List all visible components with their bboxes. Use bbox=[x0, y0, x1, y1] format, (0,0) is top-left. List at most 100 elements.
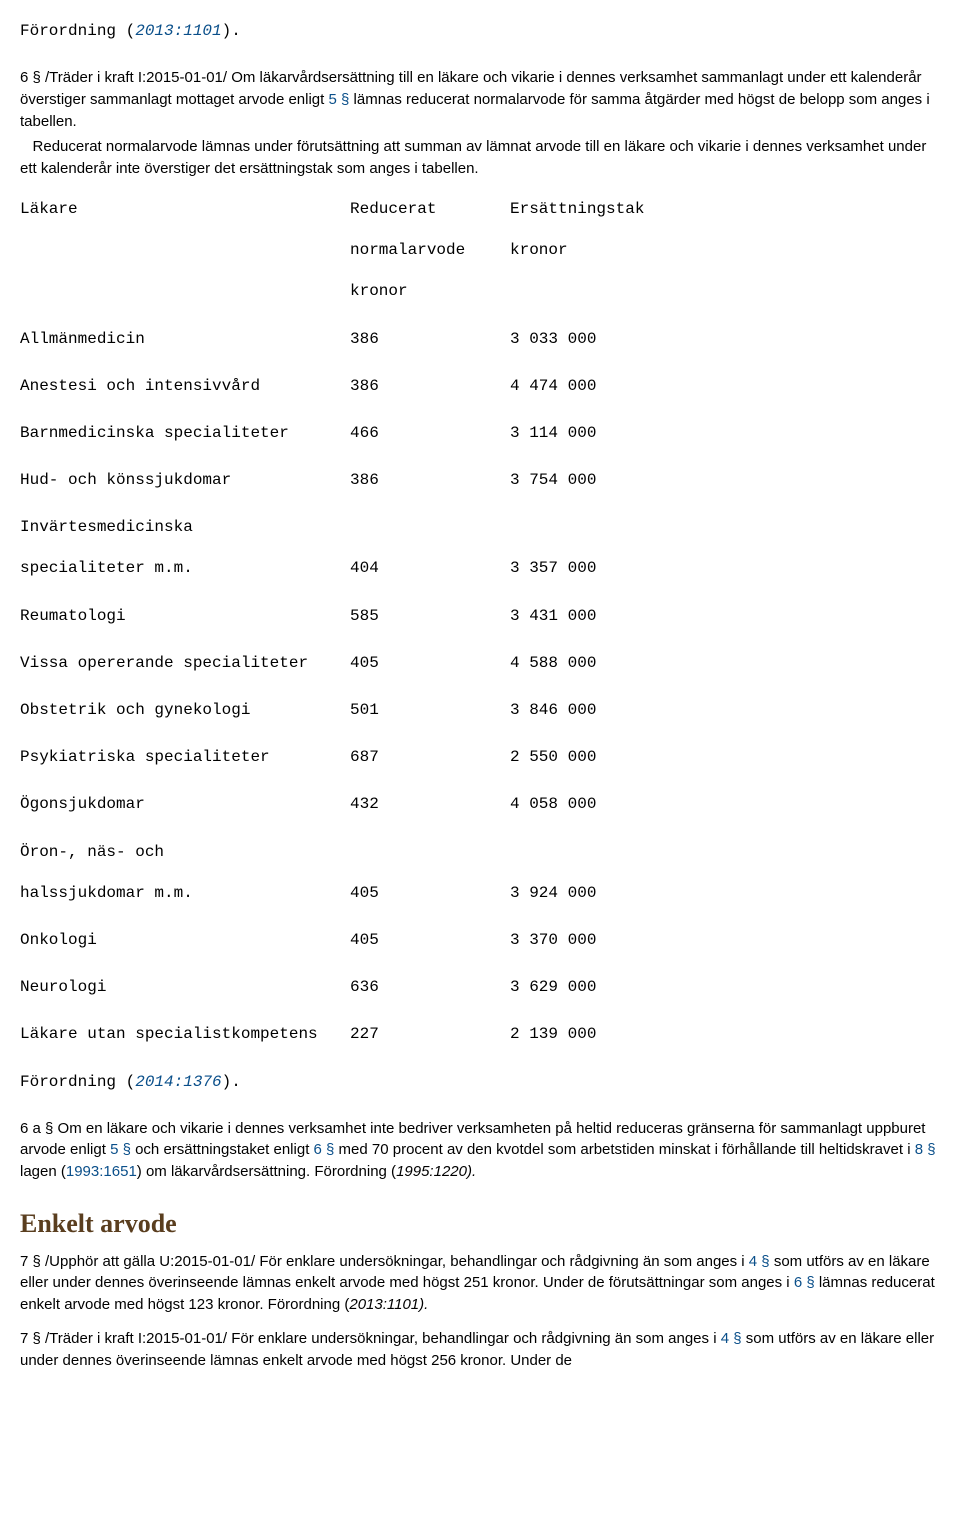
table-row: Neurologi 636 3 629 000 bbox=[20, 976, 940, 999]
p6a-link-8[interactable]: 8 § bbox=[915, 1141, 936, 1158]
table-row-split: Invärtesmedicinska bbox=[20, 516, 940, 539]
row-label: Allmänmedicin bbox=[20, 328, 350, 351]
arvode-table: Läkare Reducerat Ersättningstak normalar… bbox=[20, 198, 940, 1047]
row-tak: 3 924 000 bbox=[510, 882, 940, 905]
th-reducerat: Reducerat bbox=[350, 198, 510, 221]
row-tak: 3 033 000 bbox=[510, 328, 940, 351]
p7a-text-d: ). bbox=[419, 1296, 428, 1313]
paragraph-6-cont: Reducerat normalarvode lämnas under föru… bbox=[20, 136, 940, 180]
row-label: Ögonsjukdomar bbox=[20, 793, 350, 816]
para6-link-5[interactable]: 5 § bbox=[329, 91, 350, 108]
p6a-link-5[interactable]: 5 § bbox=[110, 1141, 131, 1158]
table-row: Allmänmedicin 386 3 033 000 bbox=[20, 328, 940, 351]
row-reducerat: 386 bbox=[350, 469, 510, 492]
row-reducerat: 432 bbox=[350, 793, 510, 816]
row-reducerat: 687 bbox=[350, 746, 510, 769]
p6a-text-c: med 70 procent av den kvotdel som arbets… bbox=[334, 1141, 914, 1158]
row-reducerat: 227 bbox=[350, 1023, 510, 1046]
table-row: Onkologi 405 3 370 000 bbox=[20, 929, 940, 952]
paragraph-7a: 7 § /Upphör att gälla U:2015-01-01/ För … bbox=[20, 1251, 940, 1316]
p6a-link-6[interactable]: 6 § bbox=[314, 1141, 335, 1158]
table-row: halssjukdomar m.m. 405 3 924 000 bbox=[20, 882, 940, 905]
p6a-text-f: ). bbox=[467, 1163, 476, 1180]
p6a-text-b: och ersättningstaket enligt bbox=[131, 1141, 314, 1158]
paragraph-6a: 6 a § Om en läkare och vikarie i dennes … bbox=[20, 1118, 940, 1183]
row-label-part2: specialiteter m.m. bbox=[20, 557, 350, 580]
row-label: Vissa opererande specialiteter bbox=[20, 652, 350, 675]
th-kronor2: kronor bbox=[350, 280, 510, 303]
row-label: Barnmedicinska specialiteter bbox=[20, 422, 350, 445]
heading-enkelt-arvode: Enkelt arvode bbox=[20, 1205, 940, 1243]
row-reducerat: 636 bbox=[350, 976, 510, 999]
row-label: Neurologi bbox=[20, 976, 350, 999]
row-tak: 3 431 000 bbox=[510, 605, 940, 628]
paragraph-6: 6 § /Träder i kraft I:2015-01-01/ Om läk… bbox=[20, 67, 940, 132]
p6a-link-1993[interactable]: 1993:1651 bbox=[66, 1163, 137, 1180]
row-label: Psykiatriska specialiteter bbox=[20, 746, 350, 769]
top-ref: Förordning (2013:1101). bbox=[20, 20, 940, 43]
p6a-text-e: ) om läkarvårdsersättning. Förordning ( bbox=[137, 1163, 396, 1180]
p7a-ref-link: 2013:1101 bbox=[349, 1296, 419, 1313]
row-tak: 3 754 000 bbox=[510, 469, 940, 492]
row-label: Läkare utan specialistkompetens bbox=[20, 1023, 350, 1046]
row-tak: 3 629 000 bbox=[510, 976, 940, 999]
table-row: Psykiatriska specialiteter 687 2 550 000 bbox=[20, 746, 940, 769]
top-ref-suffix: ). bbox=[222, 22, 241, 40]
row-label: Onkologi bbox=[20, 929, 350, 952]
bottom-ref-prefix: Förordning ( bbox=[20, 1073, 135, 1091]
table-row: Ögonsjukdomar 432 4 058 000 bbox=[20, 793, 940, 816]
row-tak: 3 846 000 bbox=[510, 699, 940, 722]
table-row: Hud- och könssjukdomar 386 3 754 000 bbox=[20, 469, 940, 492]
row-reducerat: 405 bbox=[350, 929, 510, 952]
row-reducerat: 386 bbox=[350, 375, 510, 398]
p6a-ref-link: 1995:1220 bbox=[396, 1163, 467, 1180]
row-tak: 3 357 000 bbox=[510, 557, 940, 580]
table-row: Anestesi och intensivvård 386 4 474 000 bbox=[20, 375, 940, 398]
row-label-part2: halssjukdomar m.m. bbox=[20, 882, 350, 905]
row-reducerat: 585 bbox=[350, 605, 510, 628]
row-reducerat: 404 bbox=[350, 557, 510, 580]
table-header-row2: normalarvode kronor bbox=[20, 239, 940, 262]
bottom-ref-suffix: ). bbox=[222, 1073, 241, 1091]
th-ersattningstak: Ersättningstak bbox=[510, 198, 940, 221]
row-reducerat: 405 bbox=[350, 652, 510, 675]
row-tak: 4 058 000 bbox=[510, 793, 940, 816]
th-normalarvode: normalarvode bbox=[350, 239, 510, 262]
row-label: Anestesi och intensivvård bbox=[20, 375, 350, 398]
table-row: Reumatologi 585 3 431 000 bbox=[20, 605, 940, 628]
table-row: Obstetrik och gynekologi 501 3 846 000 bbox=[20, 699, 940, 722]
paragraph-7b: 7 § /Träder i kraft I:2015-01-01/ För en… bbox=[20, 1328, 940, 1372]
row-reducerat: 466 bbox=[350, 422, 510, 445]
p7b-link-4[interactable]: 4 § bbox=[721, 1330, 742, 1347]
p6a-text-d: lagen ( bbox=[20, 1163, 66, 1180]
row-tak: 3 114 000 bbox=[510, 422, 940, 445]
row-label: Reumatologi bbox=[20, 605, 350, 628]
row-tak: 4 474 000 bbox=[510, 375, 940, 398]
row-tak: 2 550 000 bbox=[510, 746, 940, 769]
top-ref-prefix: Förordning ( bbox=[20, 22, 135, 40]
row-label-part1: Öron-, näs- och bbox=[20, 841, 350, 864]
p7a-link-4[interactable]: 4 § bbox=[749, 1253, 770, 1270]
row-tak: 3 370 000 bbox=[510, 929, 940, 952]
table-header-row3: kronor bbox=[20, 280, 940, 303]
row-reducerat: 386 bbox=[350, 328, 510, 351]
table-row: specialiteter m.m. 404 3 357 000 bbox=[20, 557, 940, 580]
row-reducerat: 501 bbox=[350, 699, 510, 722]
p7a-text-a: 7 § /Upphör att gälla U:2015-01-01/ För … bbox=[20, 1253, 749, 1270]
table-row-split: Öron-, näs- och bbox=[20, 841, 940, 864]
p7b-text-a: 7 § /Träder i kraft I:2015-01-01/ För en… bbox=[20, 1330, 721, 1347]
row-tak: 2 139 000 bbox=[510, 1023, 940, 1046]
p6a-ref: 1995:1220 bbox=[396, 1163, 467, 1180]
th-kronor: kronor bbox=[510, 239, 940, 262]
bottom-ref-link[interactable]: 2014:1376 bbox=[135, 1073, 221, 1091]
row-label: Obstetrik och gynekologi bbox=[20, 699, 350, 722]
bottom-ref: Förordning (2014:1376). bbox=[20, 1071, 940, 1094]
row-label-part1: Invärtesmedicinska bbox=[20, 516, 350, 539]
table-row: Barnmedicinska specialiteter 466 3 114 0… bbox=[20, 422, 940, 445]
row-tak: 4 588 000 bbox=[510, 652, 940, 675]
row-label: Hud- och könssjukdomar bbox=[20, 469, 350, 492]
table-row: Vissa opererande specialiteter 405 4 588… bbox=[20, 652, 940, 675]
row-reducerat: 405 bbox=[350, 882, 510, 905]
top-ref-link[interactable]: 2013:1101 bbox=[135, 22, 221, 40]
p7a-link-6[interactable]: 6 § bbox=[794, 1274, 815, 1291]
